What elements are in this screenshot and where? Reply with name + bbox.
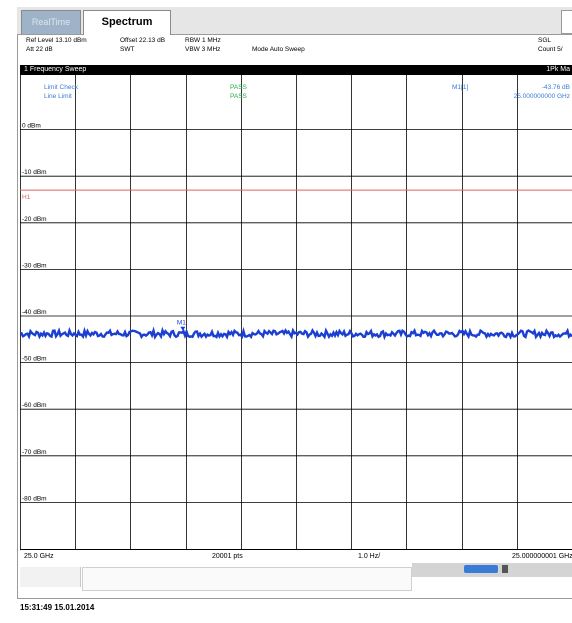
frequency-axis: 25.0 GHz 20001 pts 1.0 Hz/ 25.000000001 … (20, 549, 572, 564)
trace-mode: 1Pk Ma (546, 66, 570, 73)
y-tick-label: -30 dBm (22, 262, 47, 269)
status-message-field (82, 567, 412, 591)
status-area (20, 563, 572, 597)
spectrum-trace (20, 326, 572, 341)
measurement-header: Ref Level 13.10 dBm Offset 22.13 dB RBW … (20, 36, 572, 64)
status-left-panel (20, 567, 81, 587)
sgl-indicator: SGL (538, 37, 552, 44)
offset: Offset 22.13 dB (120, 37, 166, 44)
spectrum-plot-svg: 0 dBm -10 dBm -20 dBm -30 dBm -40 dBm -50 dBm… (20, 75, 572, 549)
spectrum-plot[interactable]: 0 dBm -10 dBm -20 dBm -30 dBm -40 dBm -50 dBm… (20, 75, 572, 549)
y-tick-label: -60 dBm (22, 402, 47, 409)
tab-realtime[interactable]: RealTime (21, 10, 81, 34)
ref-level: Ref Level 13.10 dBm (26, 37, 87, 44)
sweep-title-bar: 1 Frequency Sweep 1Pk Ma (20, 65, 572, 75)
limit-check-label: Limit Check (44, 84, 79, 91)
tab-spectrum[interactable]: Spectrum (83, 10, 171, 35)
sweep-title: 1 Frequency Sweep (24, 66, 87, 73)
stop-frequency: 25.000000001 GHz (512, 553, 572, 560)
frequency-span-per-div: 1.0 Hz/ (358, 553, 381, 560)
start-frequency: 25.0 GHz (24, 553, 54, 560)
y-tick-label: -80 dBm (22, 495, 47, 502)
sweep-progress-bar (464, 565, 498, 573)
att: Att 22 dB (26, 46, 53, 53)
y-tick-label: -40 dBm (22, 309, 47, 316)
sweep-mode: Mode Auto Sweep (252, 46, 305, 53)
marker-readout-level: -43.76 dB (542, 84, 570, 91)
rbw: RBW 1 MHz (185, 37, 221, 44)
progress-indicator-icon (502, 565, 508, 573)
limit-line-label: H1 (22, 194, 31, 201)
tab-overflow[interactable] (561, 10, 572, 34)
vbw: VBW 3 MHz (185, 46, 221, 53)
marker-label: M1 (177, 320, 186, 327)
line-limit-label: Line Limit (44, 93, 72, 100)
tab-bar: RealTime Spectrum (17, 7, 572, 35)
limit-check-status: PASS (230, 84, 248, 91)
sweep-count: Count 5/ (538, 46, 563, 53)
line-limit-status: PASS (230, 93, 248, 100)
timestamp: 15:31:49 15.01.2014 (20, 603, 95, 612)
y-tick-label: -50 dBm (22, 356, 47, 363)
y-tick-label: -10 dBm (22, 169, 47, 176)
swt: SWT (120, 46, 135, 53)
y-tick-label: -20 dBm (22, 216, 47, 223)
marker-readout-frequency: 25.000000000 GHz (514, 93, 570, 100)
y-tick-label: -70 dBm (22, 449, 47, 456)
y-tick-label: 0 dBm (22, 123, 41, 130)
sweep-points: 20001 pts (212, 553, 243, 560)
marker-readout-name: M1[1] (452, 84, 468, 91)
marker-triangle (180, 326, 186, 331)
